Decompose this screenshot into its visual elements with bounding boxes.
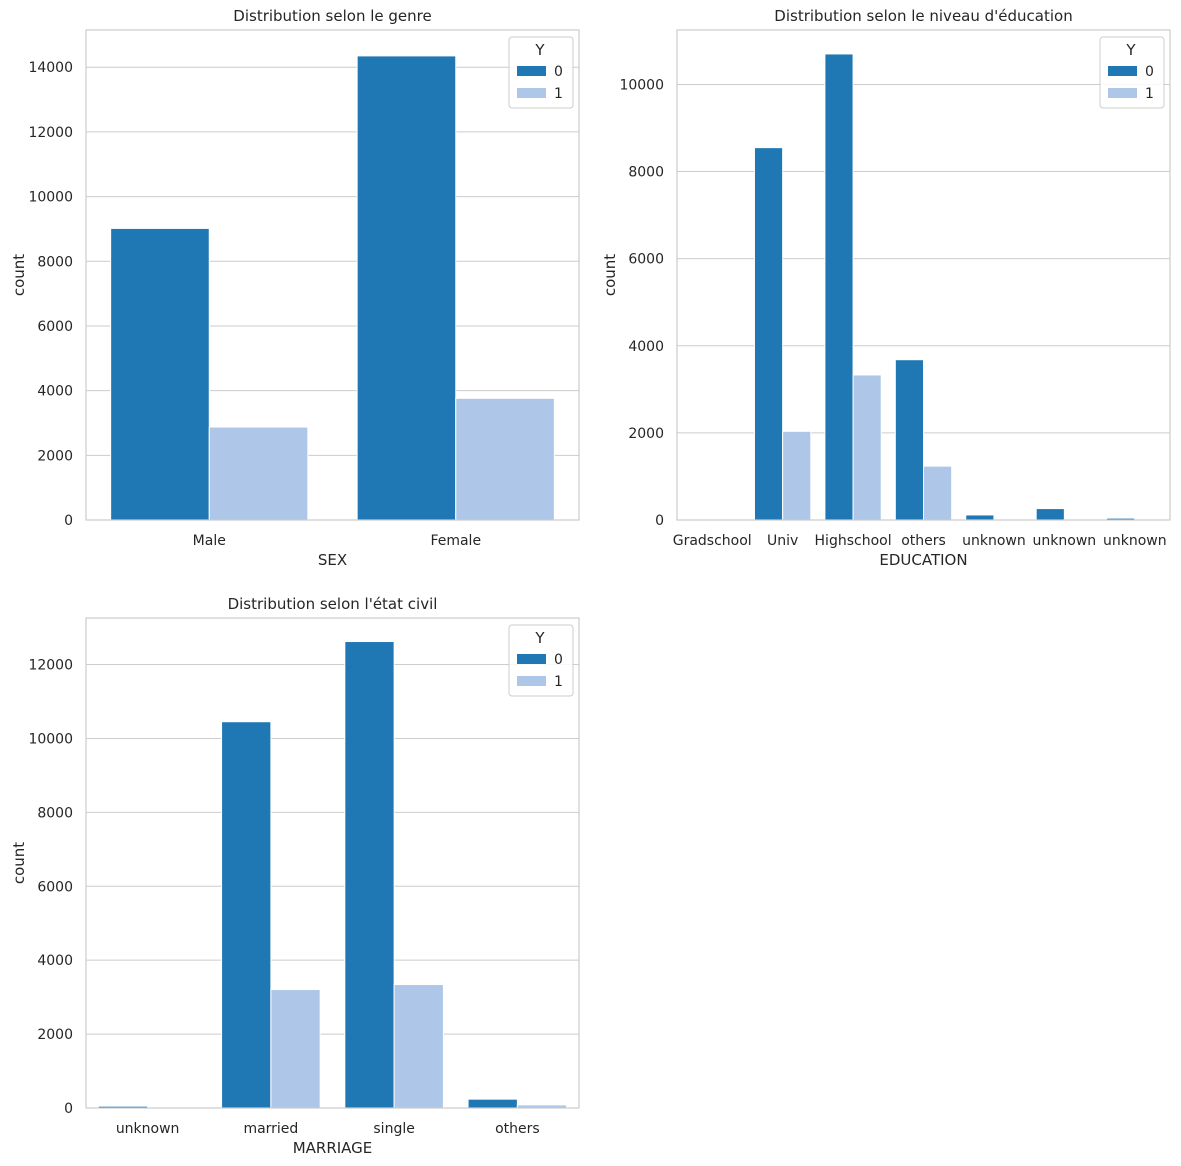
bar-1-1 [782, 430, 812, 521]
x-tick-label: others [495, 1121, 540, 1137]
plot-frame [676, 29, 1171, 521]
x-axis-label: MARRIAGE [293, 1139, 373, 1157]
legend-swatch-0 [517, 654, 546, 664]
x-tick-label: unknown [116, 1121, 180, 1137]
bar-1-1 [270, 989, 321, 1109]
y-tick-label: 8000 [37, 254, 73, 270]
legend-title: Y [1125, 41, 1136, 59]
bar-0-0 [110, 227, 210, 521]
x-tick-label: single [373, 1121, 414, 1137]
chart-panel-1: 0 2000 4000 6000 8000 10000 12000 14000 Male Fema… [10, 7, 580, 569]
y-tick-label: 6000 [37, 319, 73, 335]
y-tick-label: 4000 [37, 953, 73, 969]
x-tick-label: unknown [962, 533, 1026, 549]
bar-1-1 [455, 397, 555, 521]
y-tick-label: 12000 [28, 125, 73, 141]
y-tick-label: 6000 [37, 879, 73, 895]
legend-label-0: 0 [554, 652, 563, 668]
y-tick-label: 6000 [628, 252, 664, 268]
legend-swatch-0 [1108, 66, 1137, 76]
y-axis-label: count [601, 254, 619, 296]
legend-label-1: 1 [1145, 86, 1154, 102]
legend: Y0 1 [1099, 36, 1165, 109]
x-axis-label: EDUCATION [879, 551, 967, 569]
legend-swatch-1 [517, 88, 546, 98]
x-tick-label: married [243, 1121, 298, 1137]
y-tick-label: 8000 [628, 165, 664, 181]
bar-1-3 [923, 465, 953, 521]
bar-0-3 [894, 359, 924, 521]
x-tick-label: Highschool [815, 533, 892, 549]
legend-label-1: 1 [554, 674, 563, 690]
chart-panel-2: 0 2000 4000 6000 8000 10000 Gradschool Univ High… [601, 7, 1171, 569]
legend-swatch-0 [517, 66, 546, 76]
y-tick-label: 10000 [619, 77, 664, 93]
bar-0-1 [221, 721, 272, 1109]
y-tick-label: 0 [64, 1101, 73, 1117]
bar-1-0 [208, 426, 309, 521]
y-tick-label: 14000 [28, 60, 73, 76]
y-tick-label: 2000 [37, 448, 73, 464]
chart-title: Distribution selon le niveau d'éducation [774, 7, 1072, 25]
plot-frame [85, 617, 580, 1109]
bar-0-1 [356, 55, 457, 521]
legend: Y0 1 [508, 624, 574, 697]
bar-0-2 [344, 641, 395, 1109]
chart-panel-3: 0 2000 4000 6000 8000 10000 12000 unknown marrie… [10, 595, 580, 1157]
legend-swatch-1 [1108, 88, 1137, 98]
chart-title: Distribution selon le genre [233, 7, 431, 25]
x-tick-label: others [901, 533, 946, 549]
legend-swatch-1 [517, 676, 546, 686]
y-tick-label: 12000 [28, 658, 73, 674]
bar-0-4 [965, 514, 995, 521]
x-tick-label: Male [193, 533, 226, 549]
plot-frame [85, 29, 580, 521]
x-tick-label: Female [430, 533, 481, 549]
y-tick-label: 4000 [628, 339, 664, 355]
legend-title: Y [534, 629, 545, 647]
y-tick-label: 0 [655, 513, 664, 529]
x-tick-label: unknown [1033, 533, 1097, 549]
bar-0-2 [824, 53, 854, 521]
y-tick-label: 2000 [37, 1027, 73, 1043]
x-tick-label: Univ [767, 533, 798, 549]
y-tick-label: 10000 [28, 731, 73, 747]
y-axis-label: count [10, 842, 28, 884]
chart-title: Distribution selon l'état civil [228, 595, 438, 613]
y-tick-label: 2000 [628, 426, 664, 442]
legend-label-1: 1 [554, 86, 563, 102]
x-tick-label: Gradschool [673, 533, 752, 549]
bar-1-2 [393, 984, 444, 1109]
y-tick-label: 4000 [37, 384, 73, 400]
bar-0-5 [1035, 508, 1065, 521]
x-axis-label: SEX [318, 551, 347, 569]
legend: Y0 1 [508, 36, 574, 109]
x-tick-label: unknown [1103, 533, 1167, 549]
bar-1-2 [852, 374, 882, 521]
bar-0-1 [753, 147, 784, 521]
legend-label-0: 0 [1145, 64, 1154, 80]
legend-label-0: 0 [554, 64, 563, 80]
y-tick-label: 0 [64, 513, 73, 529]
bar-0-3 [467, 1098, 518, 1109]
legend-title: Y [534, 41, 545, 59]
y-tick-label: 8000 [37, 805, 73, 821]
y-axis-label: count [10, 254, 28, 296]
y-tick-label: 10000 [28, 190, 73, 206]
